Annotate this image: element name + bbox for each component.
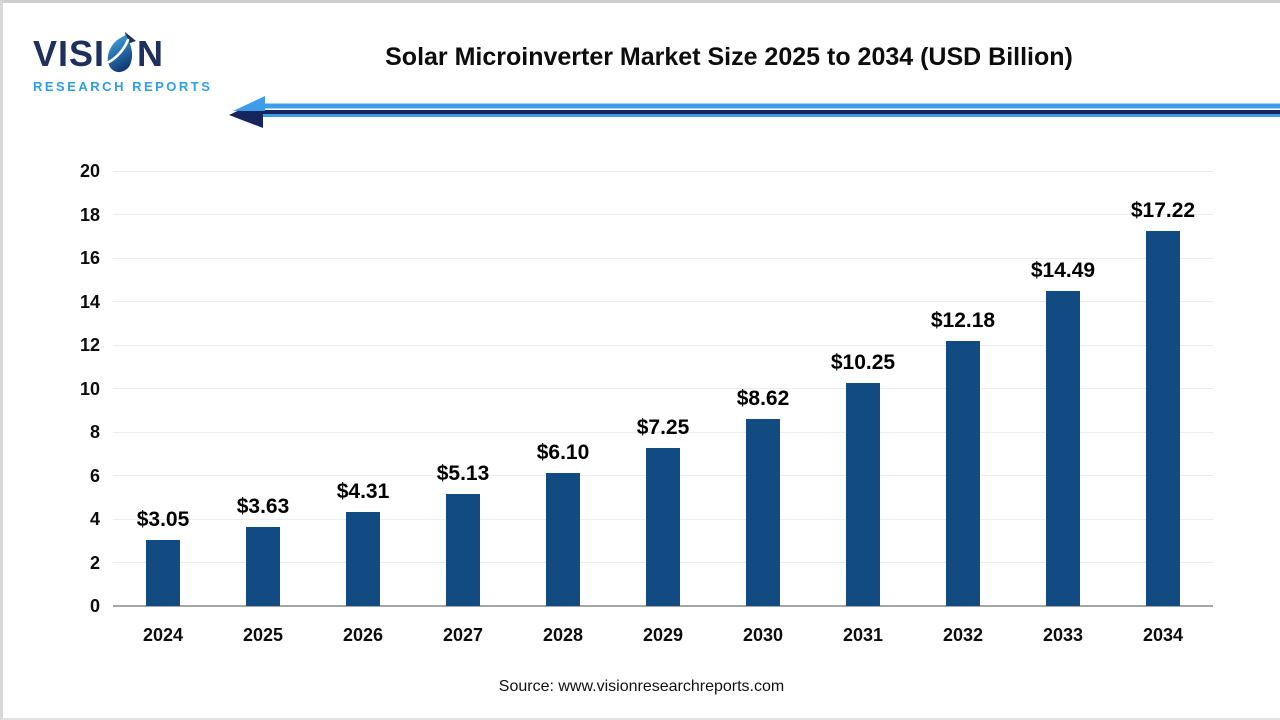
y-axis-tick-2: 2 xyxy=(89,552,100,573)
value-label-2030: $8.62 xyxy=(736,386,790,410)
x-axis-tick-2026: 2026 xyxy=(342,625,384,645)
x-axis-tick-2024: 2024 xyxy=(142,625,184,645)
logo-text-post: N xyxy=(137,33,165,74)
x-axis-tick-2033: 2033 xyxy=(1042,625,1084,645)
y-axis-tick-12: 12 xyxy=(79,335,100,355)
gridline-y-20 xyxy=(113,170,1213,172)
x-axis-tick-2025: 2025 xyxy=(242,625,284,645)
y-axis-tick-10: 10 xyxy=(79,378,100,399)
bar-2027 xyxy=(446,494,480,606)
vision-research-reports-logo: VISI N RESEARCH REPORTS xyxy=(33,29,233,94)
bar-2029 xyxy=(646,448,680,606)
x-axis-tick-2034: 2034 xyxy=(1142,625,1184,645)
bar-2026 xyxy=(346,512,380,606)
y-axis-tick-6: 6 xyxy=(89,465,100,486)
source-text: Source: www.visionresearchreports.com xyxy=(498,678,785,695)
bar-2031 xyxy=(846,383,880,606)
value-label-2027: $5.13 xyxy=(436,462,490,486)
y-axis-tick-20: 20 xyxy=(79,161,100,181)
value-label-2033: $14.49 xyxy=(1030,258,1096,282)
y-axis-tick-0: 0 xyxy=(89,596,100,616)
bar-2033 xyxy=(1046,290,1080,606)
y-axis-tick-18: 18 xyxy=(79,204,100,225)
gridline-y-12 xyxy=(113,344,1213,346)
x-axis-tick-2030: 2030 xyxy=(742,625,784,645)
x-axis-tick-2027: 2027 xyxy=(442,625,484,645)
y-axis-tick-16: 16 xyxy=(79,248,100,268)
bar-2030 xyxy=(746,418,780,606)
value-label-2024: $3.05 xyxy=(136,507,190,531)
logo-text-pre: VISI xyxy=(33,33,106,74)
x-axis-tick-2029: 2029 xyxy=(642,625,684,645)
value-label-2029: $7.25 xyxy=(636,416,690,440)
y-axis-tick-4: 4 xyxy=(89,509,100,529)
page-title: Solar Microinverter Market Size 2025 to … xyxy=(385,43,1073,71)
value-label-2032: $12.18 xyxy=(930,309,996,333)
bar-2024 xyxy=(146,539,180,606)
x-axis-tick-2031: 2031 xyxy=(842,625,884,645)
gridline-y-14 xyxy=(113,301,1213,302)
value-label-2034: $17.22 xyxy=(1130,199,1196,223)
y-axis-tick-8: 8 xyxy=(89,422,100,442)
gridline-y-18 xyxy=(113,214,1213,215)
water-drop-swoosh-icon xyxy=(106,32,137,76)
bar-chart: 0 2 4 6 8 10 12 14 16 18 20 $3.05 2024 $3.63 2025 $4.31… xyxy=(3,3,1280,718)
y-axis-tick-14: 14 xyxy=(79,291,100,312)
bar-2028 xyxy=(546,473,580,606)
value-label-2026: $4.31 xyxy=(336,480,390,504)
bar-2032 xyxy=(946,341,980,606)
x-axis-tick-2032: 2032 xyxy=(942,625,984,645)
logo-wordmark: VISI N xyxy=(33,29,233,73)
logo-subtitle: RESEARCH REPORTS xyxy=(33,79,213,94)
gridline-y-8 xyxy=(113,431,1213,433)
value-label-2025: $3.63 xyxy=(236,495,290,519)
value-label-2028: $6.10 xyxy=(536,441,590,465)
gridline-y-16 xyxy=(113,257,1213,259)
gridline-y-10 xyxy=(113,388,1213,389)
x-axis-tick-2028: 2028 xyxy=(542,625,584,645)
bar-2034 xyxy=(1146,231,1180,606)
bar-2025 xyxy=(246,527,280,606)
value-label-2031: $10.25 xyxy=(830,351,896,375)
left-arrow-decoration xyxy=(229,91,1280,133)
x-axis-line xyxy=(113,605,1213,607)
